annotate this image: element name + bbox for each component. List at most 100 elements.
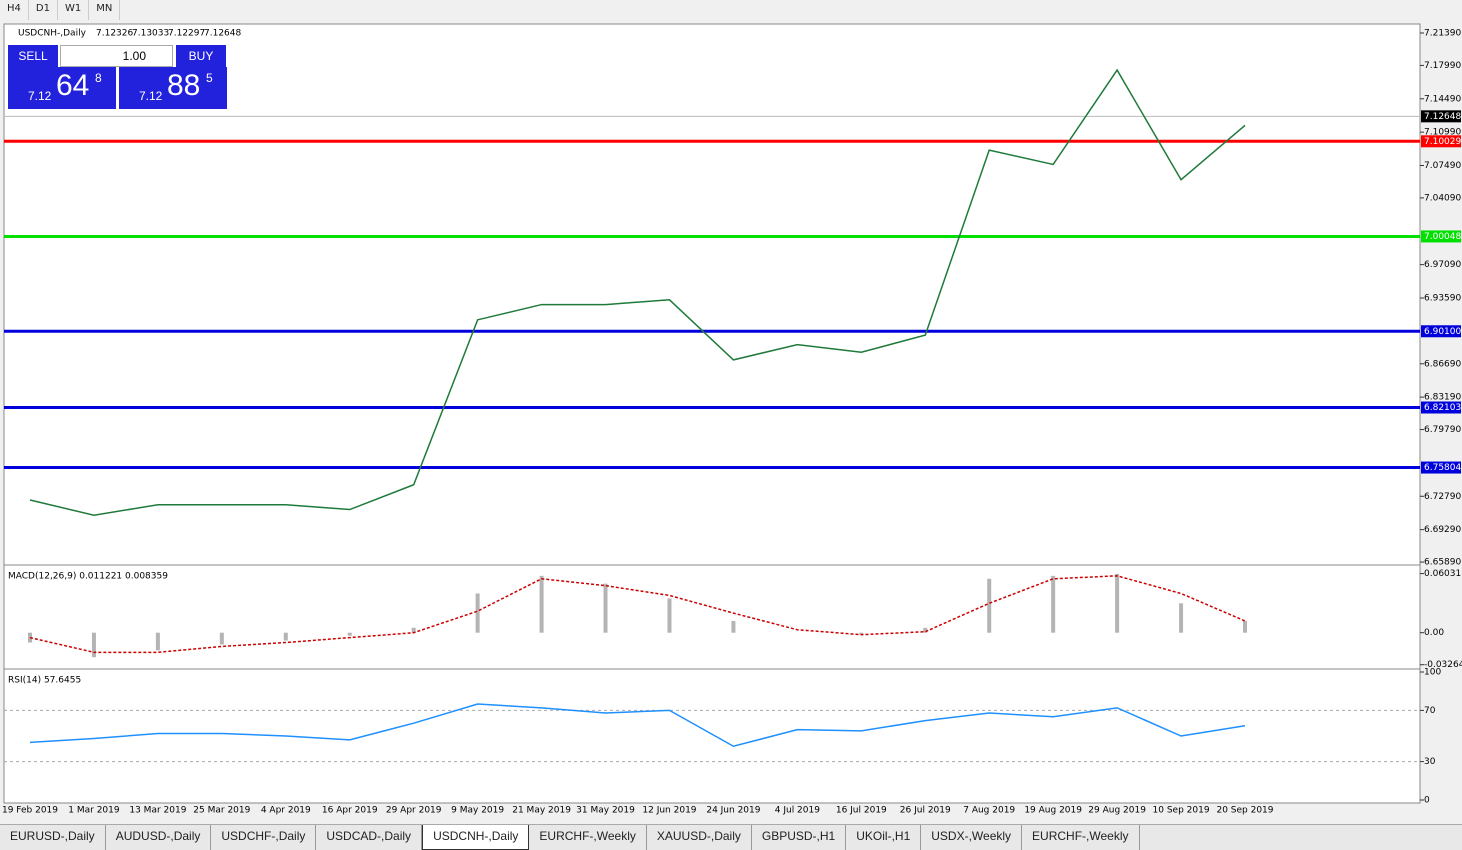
level-label: 7.00048: [1424, 232, 1461, 242]
toolbar: H4 D1 W1 MN: [0, 0, 121, 20]
chart-tab[interactable]: UKOil-,H1: [846, 825, 922, 850]
histogram-bar: [539, 575, 544, 633]
y-tick-label: 7.17990: [1424, 61, 1461, 71]
y-tick-label: -0.032648: [1424, 660, 1462, 670]
timeframe[interactable]: H4: [0, 0, 29, 20]
sell-price[interactable]: 7.12 64 8: [8, 67, 116, 109]
price-prefix: 7.12: [28, 89, 52, 103]
histogram-bar: [987, 578, 992, 633]
x-tick-label: 13 Mar 2019: [129, 806, 186, 816]
lot-input[interactable]: 1.00: [60, 45, 173, 67]
chart-tab[interactable]: EURCHF-,Weekly: [529, 825, 647, 850]
symbol: USDCNH-,Daily: [18, 29, 87, 39]
level-label-bg: [1421, 230, 1461, 243]
timeframe[interactable]: W1: [58, 0, 90, 20]
histogram-bar: [28, 632, 32, 643]
price-small: 5: [206, 71, 213, 85]
histogram-bar: [155, 632, 160, 651]
x-tick-label: 16 Apr 2019: [322, 806, 378, 816]
x-tick-label: 9 May 2019: [451, 806, 504, 816]
histogram-bar: [1051, 575, 1056, 633]
level-label: 6.82103: [1424, 403, 1461, 413]
x-tick-label: 31 May 2019: [576, 806, 635, 816]
level-label: 6.75804: [1424, 463, 1461, 473]
quote: 7.12297: [168, 29, 205, 39]
chart-tab[interactable]: EURUSD-,Daily: [0, 825, 106, 850]
timeframe[interactable]: D1: [29, 0, 58, 20]
sell-button[interactable]: SELL: [8, 45, 58, 67]
x-tick-label: 4 Apr 2019: [261, 806, 311, 816]
x-tick-label: 24 Jun 2019: [706, 806, 760, 816]
series-line: [29, 68, 1246, 517]
y-tick-label: 7.10990: [1424, 128, 1461, 138]
level-label-bg: [1421, 135, 1461, 148]
indicator-title: MACD(12,26,9) 0.011221 0.008359: [8, 572, 168, 582]
y-tick-label: 30: [1424, 757, 1436, 767]
histogram-bar: [1115, 573, 1120, 633]
y-tick-label: 6.97090: [1424, 260, 1461, 270]
chart-tab[interactable]: AUDUSD-,Daily: [106, 825, 212, 850]
quote: 7.13033: [132, 29, 169, 39]
x-tick-label: 16 Jul 2019: [836, 806, 887, 816]
histogram-bar: [859, 632, 864, 635]
level-label-bg: [1421, 401, 1461, 414]
histogram-bar: [1243, 620, 1247, 633]
y-tick-label: 7.07490: [1424, 161, 1461, 171]
price-small: 8: [95, 71, 102, 85]
y-tick-label: 100: [1424, 668, 1441, 678]
histogram-bar: [667, 598, 672, 633]
x-tick-label: 10 Sep 2019: [1153, 806, 1210, 816]
histogram-bar: [731, 620, 736, 633]
x-tick-label: 29 Aug 2019: [1088, 806, 1146, 816]
x-tick-label: 1 Mar 2019: [68, 806, 120, 816]
x-tick-label: 21 May 2019: [512, 806, 571, 816]
chart-window: USDCNH-,Daily 7.12326 7.13033 7.12297 7.…: [2, 23, 1462, 816]
chart-tab[interactable]: XAUUSD-,Daily: [647, 825, 752, 850]
x-tick-label: 12 Jun 2019: [642, 806, 696, 816]
price-big: 88: [167, 69, 201, 102]
level-label: 7.10029: [1424, 137, 1461, 147]
timeframe[interactable]: MN: [89, 0, 121, 20]
y-tick-label: 6.79790: [1424, 425, 1461, 435]
histogram-bar: [283, 632, 288, 641]
y-tick-label: 6.65890: [1424, 558, 1461, 568]
level-label-bg: [1421, 461, 1461, 474]
series-line: [29, 575, 1246, 654]
level-label-bg: [1421, 325, 1461, 338]
y-tick-label: 6.69290: [1424, 525, 1461, 535]
chart-tab[interactable]: EURCHF-,Weekly: [1022, 825, 1140, 850]
y-tick-label: 6.86690: [1424, 359, 1461, 369]
x-tick-label: 7 Aug 2019: [963, 806, 1015, 816]
buy-price[interactable]: 7.12 88 5: [119, 67, 227, 109]
x-tick-label: 4 Jul 2019: [775, 806, 820, 816]
chart-tab[interactable]: USDX-,Weekly: [921, 825, 1023, 850]
y-tick-label: 7.21390: [1424, 29, 1461, 39]
chart-tab[interactable]: USDCNH-,Daily: [422, 825, 530, 850]
histogram-bar: [603, 583, 608, 633]
y-tick-label: 0.00: [1424, 628, 1444, 638]
chart-tab[interactable]: GBPUSD-,H1: [752, 825, 847, 850]
x-tick-label: 20 Sep 2019: [1216, 806, 1273, 816]
x-tick-label: 25 Mar 2019: [193, 806, 250, 816]
y-tick-label: 0: [1424, 796, 1430, 806]
plot-frame: [3, 23, 1421, 804]
histogram-bar: [219, 632, 224, 645]
histogram-bar: [91, 632, 96, 658]
quote: 7.12326: [96, 29, 133, 39]
x-tick-label: 19 Aug 2019: [1024, 806, 1082, 816]
price-big: 64: [56, 69, 90, 102]
x-tick-label: 19 Feb 2019: [2, 806, 58, 816]
current-price: 7.12648: [1424, 112, 1461, 122]
level-label: 6.90100: [1424, 327, 1461, 337]
current-price-bg: [1421, 110, 1461, 123]
chart-tab[interactable]: USDCAD-,Daily: [316, 825, 423, 850]
x-tick-label: 26 Jul 2019: [900, 806, 951, 816]
y-tick-label: 7.14490: [1424, 94, 1461, 104]
y-tick-label: 6.83190: [1424, 393, 1461, 403]
histogram-bar: [923, 627, 928, 633]
indicator-title: RSI(14) 57.6455: [8, 676, 81, 686]
buy-button[interactable]: BUY: [176, 45, 226, 67]
y-tick-label: 0.060317: [1424, 569, 1462, 579]
trade-panel: SELL 1.00 BUY 7.12 64 8 7.12 88 5: [8, 45, 227, 109]
chart-tab[interactable]: USDCHF-,Daily: [211, 825, 317, 850]
